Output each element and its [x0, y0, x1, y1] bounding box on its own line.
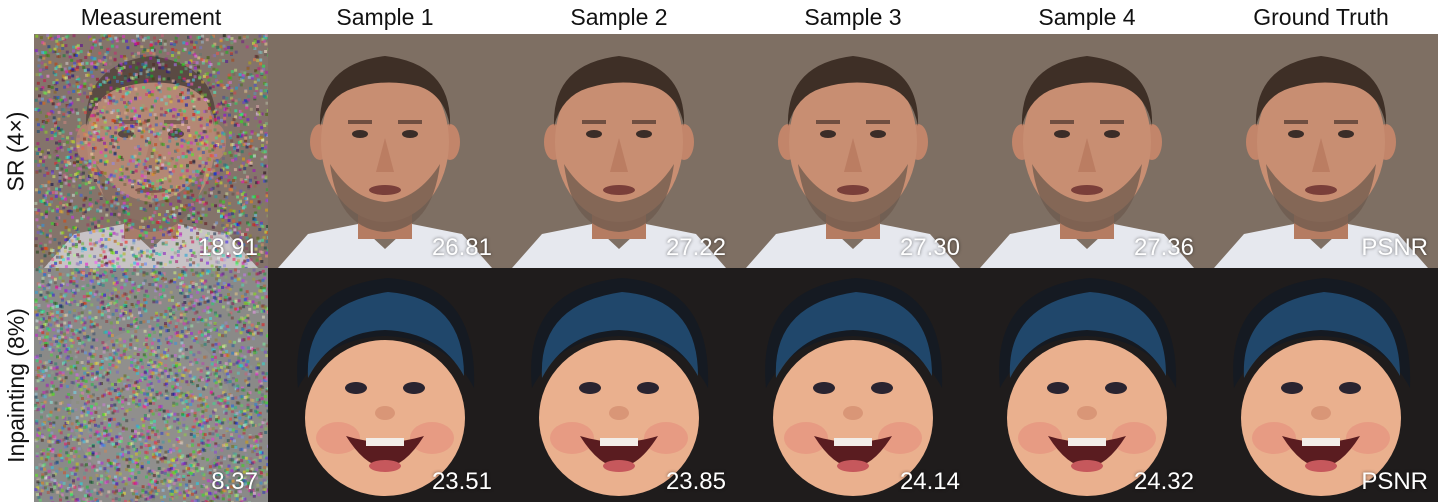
psnr-value: 27.36	[1133, 234, 1194, 261]
child-face-image	[736, 268, 970, 502]
psnr-value: 24.32	[1133, 468, 1194, 495]
man-face-image	[502, 34, 736, 268]
man-face-image	[736, 34, 970, 268]
column-header-sample-3: Sample 3	[804, 3, 902, 30]
man-face-image	[1204, 34, 1438, 268]
row-label-sr: SR (4×)	[2, 111, 29, 191]
image-tile-sr-sample-2: 27.22	[502, 34, 736, 268]
image-tile-inpainting-ground-truth: PSNR	[1204, 268, 1438, 502]
row-label-inpainting: Inpainting (8%)	[2, 307, 29, 463]
column-header-sample-1: Sample 1	[336, 3, 434, 30]
psnr-value: 26.81	[431, 234, 492, 261]
column-header-ground-truth: Ground Truth	[1253, 3, 1389, 30]
image-tile-sr-sample-3: 27.30	[736, 34, 970, 268]
child-face-image	[1204, 268, 1438, 502]
child-face-image	[268, 268, 502, 502]
psnr-value: 27.30	[899, 234, 960, 261]
psnr-value: 24.14	[899, 468, 960, 495]
man-face-image	[34, 34, 268, 268]
image-tile-sr-sample-1: 26.81	[268, 34, 502, 268]
image-tile-inpainting-measurement: 8.37	[34, 268, 268, 502]
psnr-value: 18.91	[197, 234, 258, 261]
psnr-value: 8.37	[211, 468, 258, 495]
man-face-image	[970, 34, 1204, 268]
image-tile-inpainting-sample-2: 23.85	[502, 268, 736, 502]
psnr-label: PSNR	[1361, 468, 1428, 495]
image-tile-inpainting-sample-4: 24.32	[970, 268, 1204, 502]
man-face-image	[268, 34, 502, 268]
image-tile-sr-ground-truth: PSNR	[1204, 34, 1438, 268]
column-header-measurement: Measurement	[80, 3, 222, 30]
child-face-image	[34, 268, 268, 502]
image-tile-sr-measurement: 18.91	[34, 34, 268, 268]
psnr-value: 23.51	[431, 468, 492, 495]
image-tile-sr-sample-4: 27.36	[970, 34, 1204, 268]
column-header-sample-4: Sample 4	[1038, 3, 1136, 30]
psnr-value: 27.22	[665, 234, 726, 261]
psnr-value: 23.85	[665, 468, 726, 495]
image-tile-inpainting-sample-3: 24.14	[736, 268, 970, 502]
image-tile-inpainting-sample-1: 23.51	[268, 268, 502, 502]
child-face-image	[502, 268, 736, 502]
psnr-label: PSNR	[1361, 234, 1428, 261]
column-header-sample-2: Sample 2	[570, 3, 668, 30]
child-face-image	[970, 268, 1204, 502]
